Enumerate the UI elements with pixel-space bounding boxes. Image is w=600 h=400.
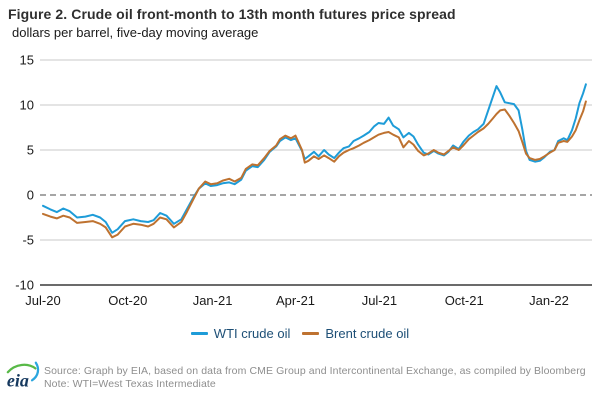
eia-logo: eia: [4, 360, 44, 397]
legend-label: Brent crude oil: [325, 325, 410, 341]
eia-logo-blue-arc-icon: [30, 361, 40, 381]
x-tick-label-Jan-22: Jan-22: [529, 293, 569, 308]
x-tick-label-Oct-21: Oct-21: [445, 293, 484, 308]
note-line: Note: WTI=West Texas Intermediate: [44, 378, 216, 390]
footer: eia Source: Graph by EIA, based on data …: [0, 356, 600, 400]
x-tick-label-Jul-21: Jul-21: [362, 293, 397, 308]
eia-logo-text: eia: [7, 370, 29, 390]
legend-swatch-icon: [190, 331, 208, 335]
legend-label: WTI crude oil: [213, 325, 291, 341]
series-layer: [42, 83, 587, 239]
x-tick-label-Oct-20: Oct-20: [108, 293, 147, 308]
figure-title: Figure 2. Crude oil front-month to 13th …: [8, 6, 456, 22]
x-tick-label-Jan-21: Jan-21: [193, 293, 233, 308]
y-tick-label: 15: [20, 53, 34, 68]
brent-line: [42, 100, 587, 239]
y-tick-label: -10: [15, 278, 34, 293]
figure-subtitle: dollars per barrel, five-day moving aver…: [12, 25, 259, 40]
x-tick-label-Jul-20: Jul-20: [25, 293, 60, 308]
footer-text: Source: Graph by EIA, based on data from…: [44, 365, 600, 391]
x-tick-label-Apr-21: Apr-21: [276, 293, 315, 308]
y-tick-label: 0: [27, 188, 34, 203]
chart-legend: WTI crude oil Brent crude oil: [0, 323, 600, 343]
source-line: Source: Graph by EIA, based on data from…: [44, 365, 586, 377]
grid-layer: [40, 59, 592, 286]
y-tick-label: -5: [22, 233, 34, 248]
wti-line: [42, 83, 587, 234]
eia-logo-green-arc-icon: [6, 363, 37, 373]
legend-item-wti: WTI crude oil: [190, 325, 291, 341]
legend-swatch-icon: [302, 331, 320, 335]
legend-item-brent: Brent crude oil: [302, 326, 409, 341]
y-tick-label: 10: [20, 98, 34, 113]
y-tick-label: 5: [27, 143, 34, 158]
